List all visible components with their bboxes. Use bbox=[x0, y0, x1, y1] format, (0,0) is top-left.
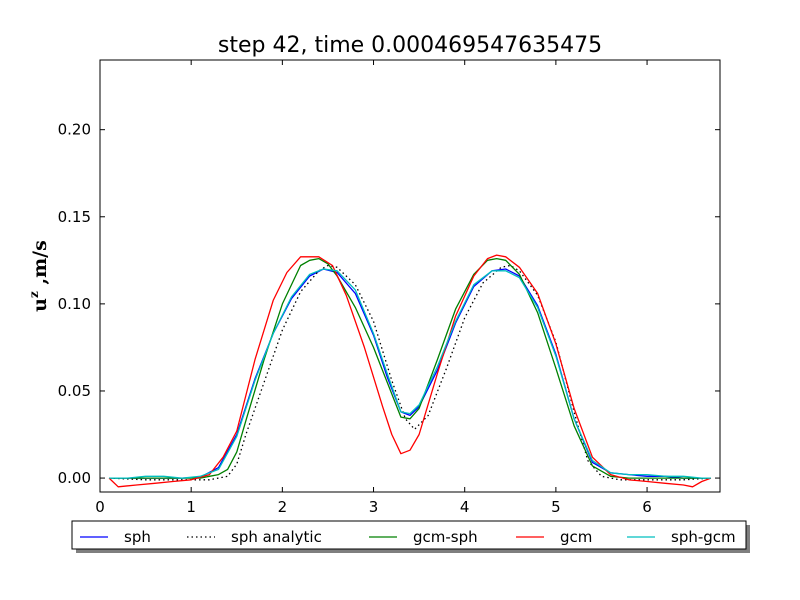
x-tick-label: 6 bbox=[642, 498, 652, 516]
y-tick-label: 0.00 bbox=[58, 469, 91, 487]
y-tick-label: 0.20 bbox=[58, 121, 91, 139]
x-tick-label: 0 bbox=[95, 498, 105, 516]
legend-label: gcm-sph bbox=[413, 528, 478, 546]
x-tick-label: 4 bbox=[460, 498, 470, 516]
series-layer bbox=[108, 254, 712, 488]
legend-item-sph: sph bbox=[80, 528, 151, 546]
legend-label: sph bbox=[124, 528, 151, 546]
series-line-gcm bbox=[108, 254, 712, 488]
y-label-rest: ,m/s bbox=[29, 240, 51, 291]
legend-label: sph analytic bbox=[231, 528, 322, 546]
x-axis: 0 1 2 3 4 5 6 bbox=[95, 60, 652, 516]
legend-item-gcm-sph: gcm-sph bbox=[369, 528, 478, 546]
legend: sph sph analytic gcm-sph gcm sph-gcm bbox=[71, 520, 750, 553]
series-line-sph-analytic bbox=[109, 264, 711, 481]
legend-items: sph sph analytic gcm-sph gcm sph-gcm bbox=[80, 528, 736, 546]
y-tick-label: 0.15 bbox=[58, 208, 91, 226]
x-tick-label: 3 bbox=[369, 498, 379, 516]
legend-item-sph-analytic: sph analytic bbox=[187, 528, 322, 546]
y-axis-label: uz ,m/s bbox=[27, 240, 51, 312]
chart-title: step 42, time 0.000469547635475 bbox=[218, 33, 602, 58]
series-line-gcm-sph bbox=[109, 257, 711, 479]
legend-label: sph-gcm bbox=[671, 528, 736, 546]
series-line-sph-gcm bbox=[109, 268, 711, 479]
x-tick-label: 2 bbox=[278, 498, 288, 516]
y-label-sup: z bbox=[27, 291, 41, 298]
legend-item-gcm: gcm bbox=[516, 528, 592, 546]
series-line-sph bbox=[109, 268, 711, 479]
y-axis: 0.00 0.05 0.10 0.15 0.20 bbox=[58, 121, 720, 487]
y-tick-label: 0.05 bbox=[58, 382, 91, 400]
x-tick-label: 5 bbox=[551, 498, 561, 516]
legend-box bbox=[71, 520, 747, 550]
legend-label: gcm bbox=[560, 528, 592, 546]
y-label-base: u bbox=[29, 298, 51, 312]
legend-item-sph-gcm: sph-gcm bbox=[627, 528, 736, 546]
x-tick-label: 1 bbox=[186, 498, 196, 516]
plot-frame bbox=[99, 59, 721, 493]
y-tick-label: 0.10 bbox=[58, 295, 91, 313]
